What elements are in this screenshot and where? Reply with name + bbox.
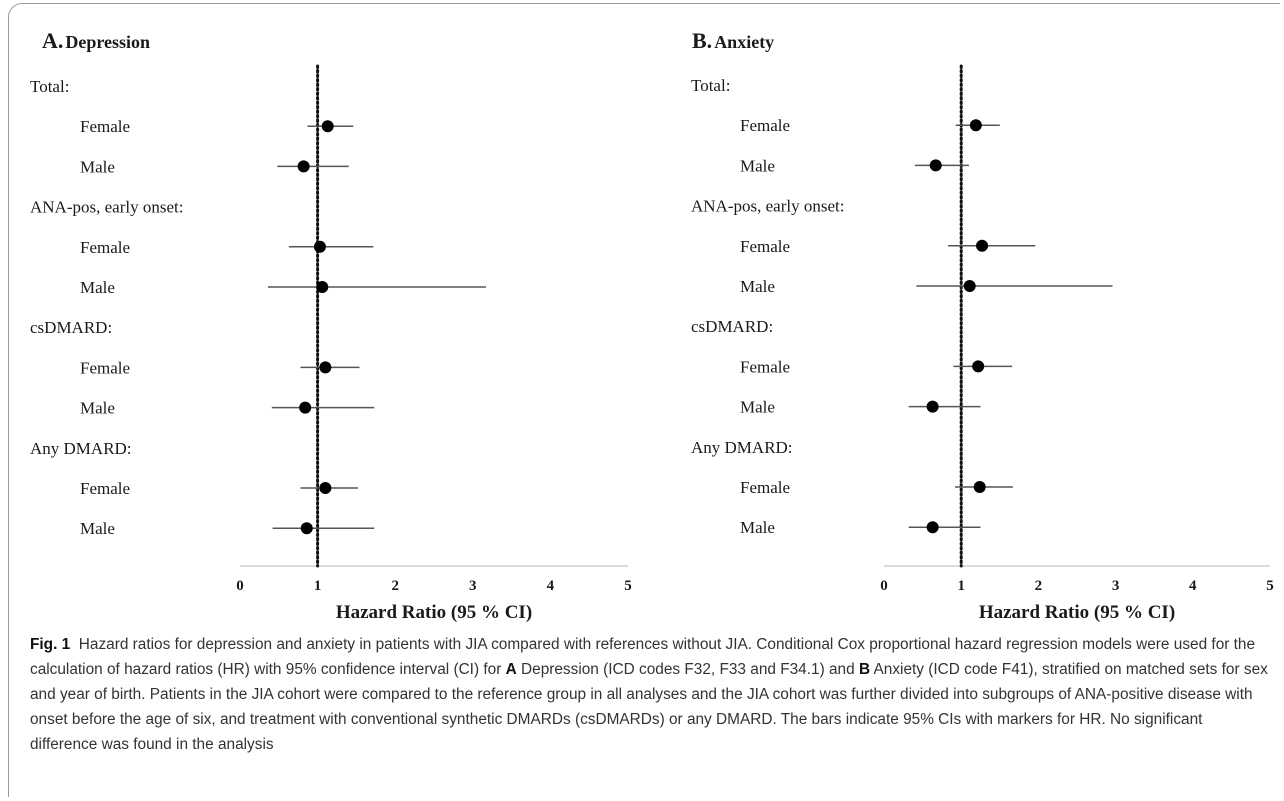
hr-marker [963, 280, 976, 292]
row-label: Male [740, 156, 775, 175]
hr-marker [929, 159, 942, 172]
row-label: Male [80, 157, 115, 176]
row-label: Male [80, 519, 115, 538]
x-axis-title: Hazard Ratio (95 % CI) [336, 602, 532, 623]
row-label: Female [740, 116, 790, 135]
x-tick-label: 5 [624, 578, 632, 594]
row-label: Female [80, 479, 130, 498]
hr-marker [969, 119, 982, 132]
x-tick-label: 0 [236, 578, 244, 594]
hr-marker [300, 522, 313, 535]
figure-caption: Fig. 1 Hazard ratios for depression and … [30, 632, 1270, 757]
panel-title-text: Anxiety [714, 32, 774, 52]
group-label: Any DMARD: [30, 439, 132, 458]
hr-marker [297, 160, 310, 173]
hr-marker [926, 400, 939, 413]
hr-marker [313, 240, 326, 253]
hr-marker [316, 281, 329, 293]
hr-marker [973, 481, 986, 493]
x-tick-label: 2 [391, 578, 399, 594]
caption-letter-a: A [505, 661, 517, 678]
hr-marker [299, 401, 312, 414]
x-tick-label: 3 [469, 578, 477, 594]
caption-text-2: Depression (ICD codes F32, F33 and F34.1… [521, 661, 855, 678]
x-tick-label: 3 [1112, 578, 1120, 594]
panel-letter: A. [42, 28, 63, 53]
x-tick-label: 5 [1266, 578, 1274, 594]
figure-frame [8, 3, 1280, 797]
x-tick-label: 4 [547, 578, 555, 594]
row-label: Female [80, 238, 130, 257]
x-tick-label: 2 [1035, 578, 1043, 594]
caption-text-3: Anxiety (ICD code F41), stratified on ma… [30, 661, 1268, 753]
panel-anxiety: B. Anxiety 0 1 2 3 4 5 Hazard Ratio (95 % CI) Tot… [691, 28, 1274, 623]
group-label: ANA-pos, early onset: [30, 198, 183, 217]
panel-depression: A. Depression 0 1 2 3 4 5 Hazard Ratio (95 % CI)… [30, 28, 632, 623]
group-label: Any DMARD: [691, 438, 793, 457]
panel-title: B. Anxiety [692, 28, 774, 53]
row-label: Female [740, 478, 790, 497]
x-axis-title: Hazard Ratio (95 % CI) [979, 602, 1175, 623]
x-tick-label: 1 [957, 578, 965, 594]
x-tick-label: 1 [314, 578, 322, 594]
hr-marker [321, 120, 334, 133]
row-label: Male [740, 398, 775, 417]
panel-title: A. Depression [42, 28, 150, 53]
group-label: csDMARD: [30, 318, 112, 337]
group-label: Total: [30, 77, 69, 96]
row-label: Female [80, 358, 130, 377]
row-label: Male [80, 399, 115, 418]
group-label: Total: [691, 76, 730, 95]
row-label: Male [740, 277, 775, 296]
row-label: Female [740, 237, 790, 256]
hr-marker [976, 239, 989, 252]
group-label: csDMARD: [691, 317, 773, 336]
group-label: ANA-pos, early onset: [691, 197, 844, 216]
hr-marker [319, 482, 332, 494]
caption-fig-label: Fig. 1 [30, 636, 71, 653]
forest-plot-figure: A. Depression 0 1 2 3 4 5 Hazard Ratio (95 % CI)… [30, 28, 1274, 623]
panel-title-text: Depression [65, 32, 150, 52]
panel-letter: B. [692, 28, 712, 53]
row-label: Female [740, 357, 790, 376]
caption-text-1: Hazard ratios for depression and anxiety… [30, 636, 1256, 678]
row-label: Male [80, 278, 115, 297]
hr-marker [972, 360, 985, 373]
x-tick-label: 0 [880, 578, 888, 594]
x-tick-label: 4 [1189, 578, 1197, 594]
hr-marker [319, 361, 332, 374]
row-label: Male [740, 518, 775, 537]
row-label: Female [80, 117, 130, 136]
caption-letter-b: B [858, 661, 871, 678]
hr-marker [926, 521, 939, 534]
